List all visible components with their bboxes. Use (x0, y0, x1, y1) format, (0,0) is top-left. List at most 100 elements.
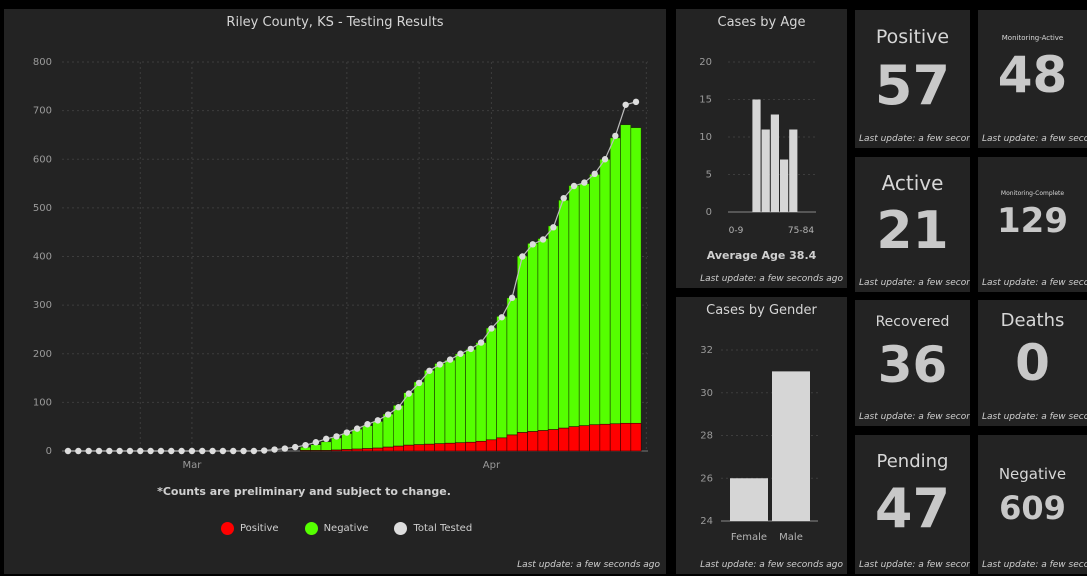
monitoring-complete-tile-update: Last update: a few seconds ago (982, 278, 1087, 288)
negative-bar (609, 137, 621, 425)
total-tested-point (168, 447, 175, 455)
total-tested-point (85, 447, 92, 455)
total-tested-point (312, 439, 320, 446)
negative-bar (423, 369, 435, 445)
age-bar (752, 99, 761, 212)
negative-bar (630, 127, 642, 424)
chart-legend: Positive Negative Total Tested (221, 522, 472, 535)
age-bar (770, 114, 779, 212)
legend-positive[interactable]: Positive (221, 522, 279, 535)
positive-bar (423, 443, 435, 452)
total-tested-point (292, 443, 299, 451)
y-tick-label: 15 (699, 95, 712, 106)
y-tick-label: 800 (33, 57, 52, 68)
negative-tile-label: Negative (998, 465, 1067, 483)
positive-bar (362, 448, 373, 452)
cases-by-age-chart: 0 5 10 15 20 0-9 75-84 (699, 57, 816, 236)
total-tested-point (581, 179, 588, 186)
pending-tile: Pending 47 Last update: a few seconds ag… (855, 435, 970, 574)
negative-bar (403, 392, 415, 446)
total-tested-point (302, 441, 309, 449)
legend-negative-label: Negative (323, 523, 369, 534)
testing-results-title: Riley County, KS - Testing Results (226, 15, 444, 30)
positive-bar (331, 449, 342, 452)
total-tested-point (353, 425, 361, 432)
total-tested-point (106, 447, 113, 455)
negative-bar (506, 297, 518, 436)
positive-bar (558, 427, 570, 452)
total-tested-swatch-icon (394, 522, 408, 535)
gender-last-update: Last update: a few seconds ago (700, 560, 843, 570)
total-tested-point (75, 447, 82, 455)
total-tested-point (519, 253, 526, 260)
negative-bar (454, 353, 466, 444)
negative-bar (362, 425, 373, 449)
legend-total-tested[interactable]: Total Tested (394, 522, 472, 535)
recovered-tile: Recovered 36 Last update: a few seconds … (855, 300, 970, 426)
total-tested-point (539, 236, 547, 243)
negative-bar (578, 183, 590, 427)
total-tested-point (209, 447, 216, 455)
positive-bar (444, 442, 456, 452)
monitoring-complete-tile-label: Monitoring-Complete (1000, 190, 1065, 197)
y-tick-label: 0 (46, 446, 52, 457)
recovered-tile-label: Recovered (875, 314, 950, 330)
total-tested-point (261, 447, 268, 454)
total-tested-point (570, 182, 578, 190)
y-tick-label: 400 (33, 252, 52, 263)
total-tested-point (116, 447, 123, 455)
total-tested-point (560, 194, 567, 202)
cases-by-age-panel: Cases by Age 0 5 10 15 20 0-9 75-84 Average Ag… (676, 9, 847, 288)
y-tick-label: 200 (33, 349, 52, 360)
total-tested-point (446, 356, 454, 363)
positive-bar (547, 429, 559, 452)
monitoring-active-tile-label: Monitoring-Active (1001, 34, 1064, 42)
total-tested-point (322, 435, 330, 443)
positive-bar (413, 444, 425, 452)
total-tested-point (415, 379, 423, 387)
negative-bar (341, 433, 353, 450)
y-tick-label: 500 (33, 203, 52, 214)
negative-bar (589, 174, 601, 426)
negative-bar (547, 225, 559, 430)
negative-bar (465, 349, 477, 443)
total-tested-point (457, 350, 464, 357)
total-tested-point (426, 367, 433, 374)
positive-bar (393, 445, 404, 452)
positive-bar (434, 443, 446, 452)
legend-negative[interactable]: Negative (304, 522, 369, 535)
total-tested-point (137, 447, 144, 455)
monitoring-active-tile-update: Last update: a few seconds ago (982, 134, 1087, 144)
negative-bar (320, 441, 332, 451)
y-tick-label: 10 (699, 132, 712, 143)
y-tick-label: 28 (700, 431, 713, 442)
negative-bar (568, 185, 580, 427)
legend-positive-label: Positive (240, 523, 279, 534)
cases-by-gender-panel: Cases by Gender 24 26 28 30 32 Female Male Las… (676, 297, 847, 574)
positive-tile-label: Positive (875, 26, 950, 48)
y-tick-label: 30 (700, 388, 713, 399)
y-tick-label: 5 (706, 170, 712, 181)
age-bar (780, 159, 789, 212)
monitoring-active-tile: Monitoring-Active 48 Last update: a few … (978, 10, 1087, 148)
negative-bar (393, 404, 404, 447)
total-tested-point (147, 447, 154, 455)
main-last-update: Last update: a few seconds ago (517, 560, 660, 570)
y-tick-label: 26 (700, 473, 713, 484)
total-tested-point (374, 417, 382, 424)
positive-bar (341, 449, 353, 452)
positive-bar (609, 423, 621, 452)
positive-bar (589, 424, 601, 452)
y-tick-label: 300 (33, 300, 52, 311)
gender-bar (772, 371, 810, 521)
total-tested-point (395, 404, 402, 411)
total-tested-point (95, 447, 103, 455)
monitoring-active-tile-value: 48 (997, 46, 1068, 104)
positive-tile-update: Last update: a few seconds ago (859, 134, 970, 144)
negative-bar (475, 342, 487, 442)
total-tested-point (508, 294, 516, 302)
total-tested-point (612, 132, 619, 140)
total-tested-point (178, 447, 185, 455)
recovered-tile-update: Last update: a few seconds ago (859, 412, 970, 422)
